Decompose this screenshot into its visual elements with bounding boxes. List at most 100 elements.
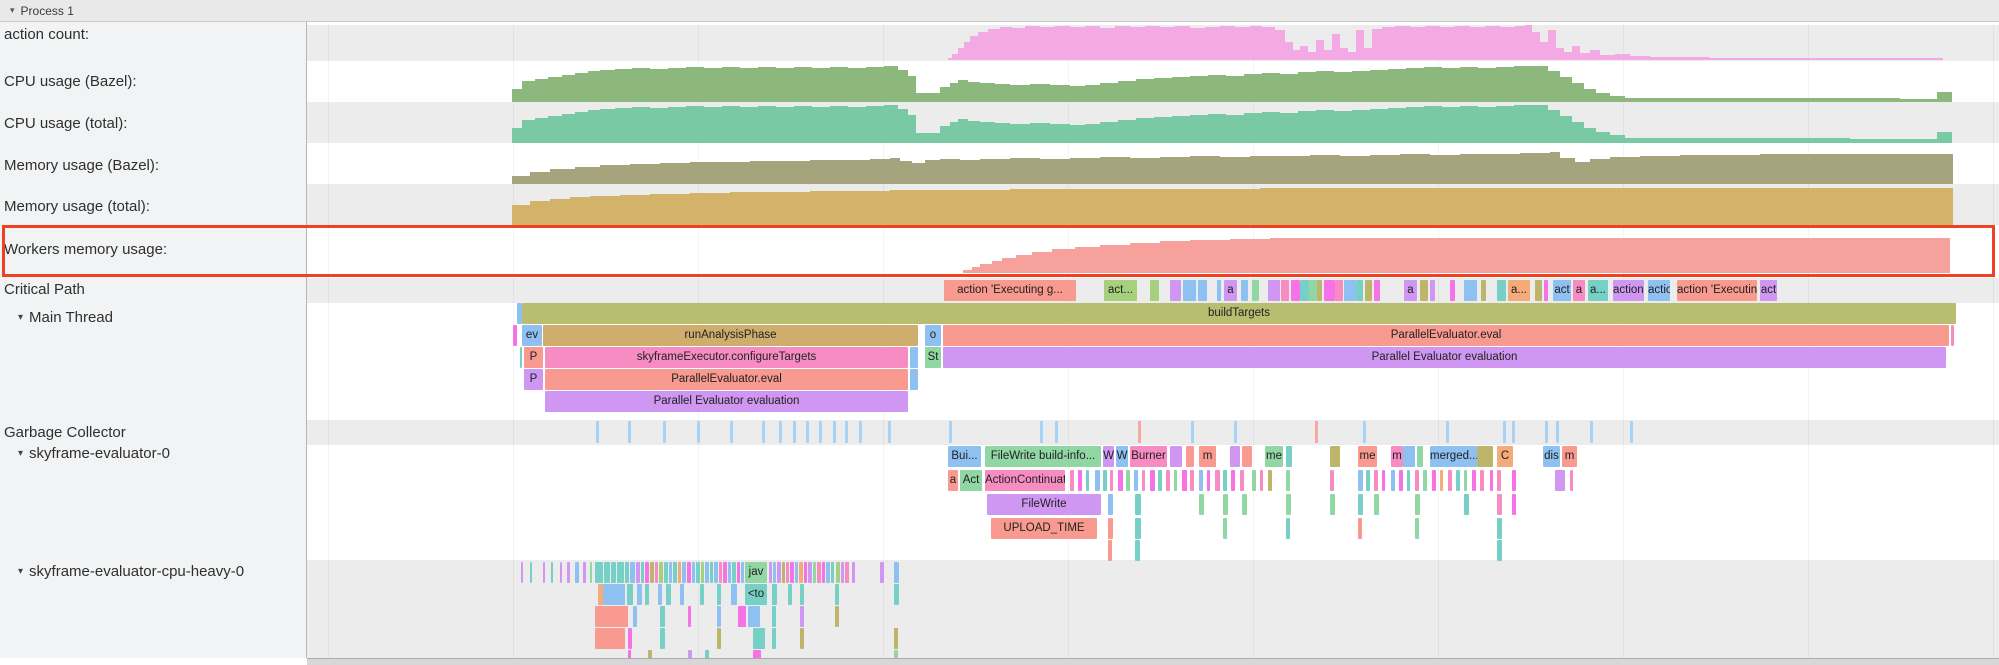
skyframe-evaluator-0-slice[interactable] bbox=[1199, 470, 1203, 491]
skyframe-evaluator-0-slice[interactable] bbox=[1135, 540, 1140, 561]
skyframe-evaluator-0-slice[interactable]: W bbox=[1103, 446, 1114, 467]
skyframe-evaluator-0-slice[interactable] bbox=[1330, 494, 1335, 515]
skyframe-evaluator-0-slice[interactable] bbox=[1103, 470, 1107, 491]
skyframe-evaluator-cpu-heavy-0-slice[interactable] bbox=[692, 562, 695, 583]
skyframe-evaluator-0-slice[interactable] bbox=[1240, 470, 1244, 491]
main-thread-slice[interactable]: ev bbox=[522, 325, 542, 346]
skyframe-evaluator-0-slice[interactable]: me bbox=[1358, 446, 1377, 467]
skyframe-evaluator-0-slice[interactable]: me bbox=[1265, 446, 1283, 467]
skyframe-evaluator-cpu-heavy-0-slice[interactable] bbox=[836, 562, 840, 583]
skyframe-evaluator-0-slice[interactable] bbox=[1391, 470, 1395, 491]
skyframe-evaluator-cpu-heavy-0-slice[interactable] bbox=[717, 628, 721, 649]
skyframe-evaluator-0-slice[interactable] bbox=[1166, 470, 1170, 491]
skyframe-evaluator-cpu-heavy-0-slice[interactable] bbox=[595, 606, 628, 627]
skyframe-evaluator-cpu-heavy-0-slice[interactable] bbox=[705, 650, 709, 665]
skyframe-evaluator-0-slice[interactable]: m bbox=[1391, 446, 1403, 467]
skyframe-evaluator-cpu-heavy-0-slice[interactable] bbox=[710, 562, 713, 583]
skyframe-evaluator-cpu-heavy-0-slice[interactable] bbox=[625, 562, 629, 583]
skyframe-evaluator-0-slice[interactable] bbox=[1358, 518, 1362, 539]
skyframe-evaluator-cpu-heavy-0-slice[interactable] bbox=[731, 584, 737, 605]
skyframe-evaluator-cpu-heavy-0-slice[interactable] bbox=[800, 584, 804, 605]
gc-event-tick[interactable] bbox=[888, 421, 891, 443]
skyframe-evaluator-cpu-heavy-0-slice[interactable] bbox=[773, 562, 776, 583]
gc-event-tick[interactable] bbox=[1234, 421, 1237, 443]
skyframe-evaluator-cpu-heavy-0-slice[interactable] bbox=[658, 584, 662, 605]
skyframe-evaluator-0-slice[interactable]: FileWrite build-info... bbox=[985, 446, 1101, 467]
critical-path-slice[interactable] bbox=[1535, 280, 1542, 301]
collapse-triangle-icon[interactable]: ▾ bbox=[18, 565, 24, 577]
skyframe-evaluator-cpu-heavy-0-slice[interactable] bbox=[723, 562, 727, 583]
skyframe-evaluator-cpu-heavy-0-slice[interactable] bbox=[808, 562, 812, 583]
skyframe-evaluator-0-slice[interactable]: Burner bbox=[1130, 446, 1167, 467]
skyframe-evaluator-cpu-heavy-0-slice[interactable] bbox=[714, 562, 718, 583]
critical-path-slice[interactable] bbox=[1420, 280, 1428, 301]
main-thread-slice[interactable]: Parallel Evaluator evaluation bbox=[943, 347, 1946, 368]
critical-path-slice[interactable] bbox=[1170, 280, 1181, 301]
skyframe-evaluator-0-slice[interactable] bbox=[1490, 470, 1493, 491]
skyframe-evaluator-0-slice[interactable] bbox=[1407, 470, 1410, 491]
skyframe-evaluator-0-slice[interactable] bbox=[1440, 470, 1443, 491]
skyframe-evaluator-cpu-heavy-0-slice[interactable] bbox=[705, 562, 709, 583]
main-thread-slice[interactable]: P bbox=[524, 347, 543, 368]
skyframe-evaluator-0-slice[interactable] bbox=[1223, 494, 1228, 515]
skyframe-evaluator-cpu-heavy-0-slice[interactable] bbox=[826, 562, 830, 583]
skyframe-evaluator-0-slice[interactable]: a bbox=[948, 470, 958, 491]
critical-path-slice[interactable] bbox=[1365, 280, 1372, 301]
skyframe-evaluator-0-slice[interactable] bbox=[1403, 446, 1415, 467]
main-thread-slice[interactable]: St bbox=[925, 347, 941, 368]
skyframe-evaluator-cpu-heavy-0-slice[interactable] bbox=[637, 584, 642, 605]
critical-path-slice[interactable]: act bbox=[1760, 280, 1777, 301]
critical-path-slice[interactable]: a... bbox=[1508, 280, 1530, 301]
process-header-row[interactable]: ▾ Process 1 bbox=[0, 0, 1999, 22]
skyframe-evaluator-cpu-heavy-0-slice[interactable] bbox=[835, 584, 839, 605]
gc-event-tick[interactable] bbox=[779, 421, 782, 443]
main-thread-slice[interactable]: ParallelEvaluator.eval bbox=[943, 325, 1949, 346]
skyframe-evaluator-0-slice[interactable] bbox=[1158, 470, 1162, 491]
critical-path-slice[interactable] bbox=[1356, 280, 1363, 301]
skyframe-evaluator-0-slice[interactable] bbox=[1472, 470, 1476, 491]
skyframe-evaluator-cpu-heavy-0-slice[interactable]: <to bbox=[745, 584, 767, 605]
critical-path-slice[interactable] bbox=[1324, 280, 1335, 301]
sidebar-item-garbage-collector[interactable]: Garbage Collector bbox=[0, 422, 304, 442]
skyframe-evaluator-0-slice[interactable] bbox=[1252, 470, 1256, 491]
skyframe-evaluator-0-slice[interactable] bbox=[1199, 494, 1204, 515]
skyframe-evaluator-0-slice[interactable] bbox=[1186, 446, 1194, 467]
skyframe-evaluator-cpu-heavy-0-slice[interactable] bbox=[804, 562, 807, 583]
gc-event-tick[interactable] bbox=[1315, 421, 1318, 443]
critical-path-slice[interactable] bbox=[1268, 280, 1280, 301]
skyframe-evaluator-cpu-heavy-0-slice[interactable] bbox=[633, 606, 637, 627]
skyframe-evaluator-0-slice[interactable] bbox=[1190, 470, 1194, 491]
gc-event-tick[interactable] bbox=[1556, 421, 1559, 443]
skyframe-evaluator-0-slice[interactable]: m bbox=[1199, 446, 1216, 467]
critical-path-slice[interactable] bbox=[1497, 280, 1506, 301]
skyframe-evaluator-cpu-heavy-0-slice[interactable] bbox=[680, 584, 684, 605]
gc-event-tick[interactable] bbox=[1503, 421, 1506, 443]
skyframe-evaluator-0-slice[interactable]: W bbox=[1116, 446, 1128, 467]
gc-event-tick[interactable] bbox=[762, 421, 765, 443]
skyframe-evaluator-cpu-heavy-0-slice[interactable] bbox=[753, 650, 761, 665]
critical-path-slice[interactable] bbox=[1291, 280, 1300, 301]
skyframe-evaluator-cpu-heavy-0-slice[interactable] bbox=[628, 650, 631, 665]
main-thread-slice[interactable]: skyframeExecutor.configureTargets bbox=[545, 347, 908, 368]
gc-event-tick[interactable] bbox=[806, 421, 809, 443]
skyframe-evaluator-0-slice[interactable] bbox=[1464, 470, 1467, 491]
critical-path-slice[interactable] bbox=[1374, 280, 1380, 301]
skyframe-evaluator-0-slice[interactable] bbox=[1268, 470, 1272, 491]
skyframe-evaluator-0-slice[interactable] bbox=[1070, 470, 1074, 491]
skyframe-evaluator-cpu-heavy-0-slice[interactable] bbox=[788, 584, 792, 605]
skyframe-evaluator-cpu-heavy-0-slice[interactable] bbox=[732, 562, 736, 583]
gc-event-tick[interactable] bbox=[596, 421, 599, 443]
skyframe-evaluator-0-slice[interactable] bbox=[1086, 470, 1089, 491]
critical-path-slice[interactable] bbox=[1198, 280, 1207, 301]
main-thread-slice[interactable] bbox=[910, 347, 918, 368]
skyframe-evaluator-0-slice[interactable]: Act bbox=[960, 470, 982, 491]
skyframe-evaluator-0-slice[interactable] bbox=[1497, 494, 1502, 515]
skyframe-evaluator-cpu-heavy-0-slice[interactable] bbox=[659, 562, 663, 583]
skyframe-evaluator-0-slice[interactable] bbox=[1512, 470, 1516, 491]
memory-usage-total-chart[interactable] bbox=[307, 184, 1999, 225]
skyframe-evaluator-cpu-heavy-0-slice[interactable] bbox=[748, 606, 760, 627]
critical-path-slice[interactable] bbox=[1309, 280, 1317, 301]
skyframe-evaluator-cpu-heavy-0-slice[interactable] bbox=[800, 628, 804, 649]
skyframe-evaluator-cpu-heavy-0-slice[interactable] bbox=[737, 562, 740, 583]
skyframe-evaluator-cpu-heavy-0-slice[interactable] bbox=[696, 562, 700, 583]
